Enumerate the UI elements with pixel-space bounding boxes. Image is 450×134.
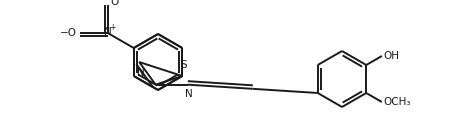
Text: N: N [185,89,193,99]
Text: S: S [180,60,187,70]
Text: N: N [104,27,112,37]
Text: O: O [111,0,119,7]
Text: N: N [137,68,145,78]
Text: −O: −O [60,28,77,38]
Text: OCH₃: OCH₃ [384,97,411,107]
Text: +: + [110,23,116,31]
Text: OH: OH [384,51,400,61]
